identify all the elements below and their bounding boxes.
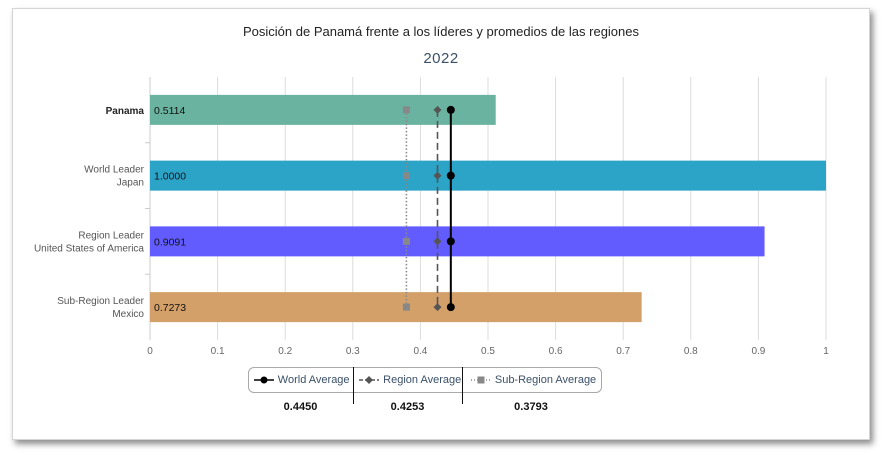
average-marker: [402, 172, 410, 180]
average-marker: [433, 105, 442, 114]
bar-value-label: 0.7273: [154, 302, 186, 314]
legend-label-region-average: Region Average: [383, 374, 462, 386]
bar-value-label: 0.5114: [154, 105, 185, 117]
region-average-legend-icon: [359, 376, 380, 384]
average-separator: [462, 367, 463, 404]
average-marker: [446, 237, 455, 246]
bar: [150, 226, 765, 257]
x-tick-label: 0.8: [684, 346, 698, 357]
x-tick-label: 0.4: [413, 346, 427, 357]
x-tick-label: 0.5: [481, 346, 495, 357]
region-average-value: 0.4253: [390, 401, 425, 413]
chart-subtitle: 2022: [423, 50, 459, 67]
average-marker: [402, 237, 410, 245]
x-tick-label: 0.9: [751, 346, 765, 357]
bar-value-label: 0.9091: [154, 236, 186, 248]
category-label: World Leader: [84, 165, 145, 176]
world-average-value: 0.4450: [283, 401, 318, 413]
x-tick-label: 0.6: [549, 346, 563, 357]
x-tick-label: 0.1: [211, 346, 225, 357]
average-marker: [402, 106, 410, 114]
average-marker: [446, 303, 455, 312]
sub-region-average-value: 0.3793: [514, 401, 548, 413]
category-label: Sub-Region Leader: [57, 296, 144, 307]
average-marker: [446, 105, 455, 114]
category-label: Panama: [106, 106, 145, 117]
world-average-legend-icon: [253, 376, 274, 384]
category-label: United States of America: [34, 243, 144, 254]
bar-value-label: 1.0000: [154, 171, 186, 183]
legend-item-world-average[interactable]: World Average: [253, 374, 350, 386]
legend-item-region-average[interactable]: Region Average: [359, 374, 461, 386]
category-label: Mexico: [112, 309, 144, 320]
average-marker: [402, 303, 410, 311]
legend-label-sub-region-average: Sub-Region Average: [494, 374, 597, 386]
bar: [150, 94, 496, 125]
average-marker: [433, 171, 442, 180]
x-tick-label: 0: [147, 346, 153, 357]
bar: [150, 160, 826, 191]
x-tick-label: 0.3: [346, 346, 360, 357]
average-values-row: 0.4450 0.4253 0.3793: [248, 367, 600, 422]
category-label: Japan: [117, 178, 144, 189]
bar: [150, 292, 642, 323]
sub-region-average-legend-icon: [470, 376, 491, 384]
average-marker: [446, 171, 455, 180]
average-separator: [353, 367, 354, 404]
chart-title: Posición de Panamá frente a los líderes …: [243, 24, 639, 39]
average-marker: [433, 303, 442, 312]
x-tick-label: 0.2: [278, 346, 292, 357]
legend-item-sub-region-average[interactable]: Sub-Region Average: [470, 374, 597, 386]
chart-legend: World Average Region Average Sub-Region …: [248, 367, 602, 393]
x-tick-label: 1: [823, 346, 829, 357]
legend-label-world-average: World Average: [277, 374, 350, 386]
category-label: Region Leader: [78, 230, 144, 241]
x-tick-label: 0.7: [616, 346, 630, 357]
average-marker: [433, 237, 442, 246]
